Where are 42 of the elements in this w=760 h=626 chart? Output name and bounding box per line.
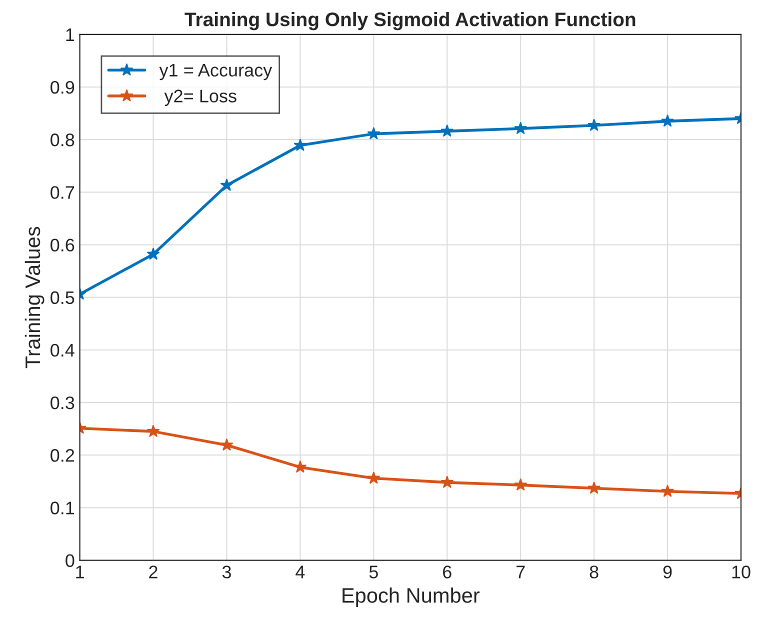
x-tick-label: 7 [516,566,525,578]
y-tick-label: 0.5 [50,291,74,304]
y-axis-title: Training Values [24,226,44,368]
legend-label: y1 = Accuracy [159,64,272,80]
point [514,478,528,491]
x-tick-label: 2 [149,566,158,578]
x-tick-label: 1 [76,566,84,578]
y-tick-label: 0.3 [50,396,74,410]
point [661,114,674,127]
point [440,476,454,488]
y-tick-label: 0.9 [50,80,74,94]
y-tick-label: 0.7 [50,186,74,199]
point [588,481,601,494]
x-tick-label: 5 [369,566,378,578]
y-tick-label: 1 [66,28,74,41]
point [146,247,160,260]
x-tick-label: 9 [663,566,672,578]
point [294,460,307,473]
x-tick-label: 4 [296,566,305,578]
point [294,138,307,151]
x-axis-title: Epoch Number [342,588,480,607]
point [588,118,601,131]
point [146,424,160,438]
y-tick-label: 0.6 [50,238,74,252]
point [514,122,528,134]
x-tick-label: 6 [443,566,452,578]
chart-title: Training Using Only Sigmoid Activation Function [184,12,636,30]
point [367,127,380,140]
point [440,124,454,137]
y-tick-label: 0.1 [50,502,74,514]
point [661,484,674,497]
point [367,471,380,484]
y-tick-label: 0 [66,554,74,567]
x-tick-label: 8 [590,566,598,578]
y-tick-label: 0.8 [50,134,74,146]
x-tick-label: 3 [222,566,231,578]
point [220,438,234,451]
y-tick-label: 0.2 [50,449,74,462]
x-tick-label: 10 [732,566,750,578]
legend-label: y2= Loss [164,90,236,106]
point [220,178,234,191]
y-tick-label: 0.4 [50,344,74,357]
